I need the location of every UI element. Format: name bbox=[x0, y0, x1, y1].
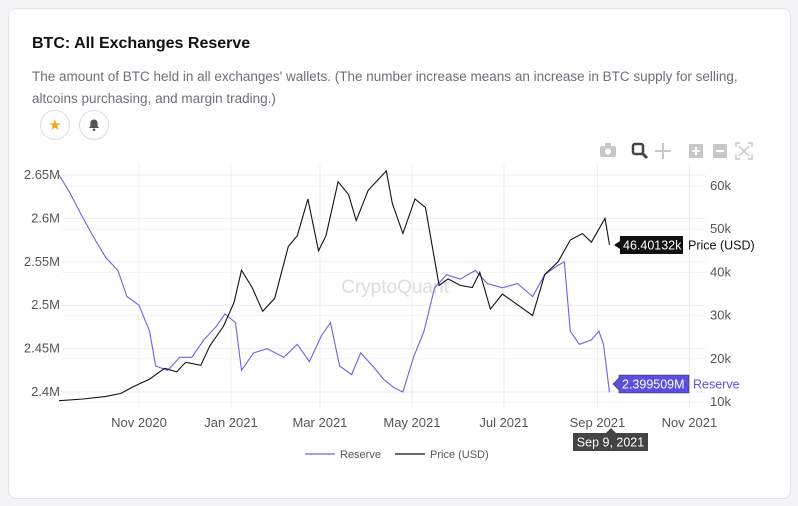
favorite-button[interactable]: ★ bbox=[40, 110, 70, 140]
y-left-tick-label: 2.5M bbox=[31, 297, 60, 312]
y-left-tick-label: 2.65M bbox=[24, 167, 60, 182]
y-right-tick-label: 30k bbox=[710, 308, 731, 323]
x-tick-label: Mar 2021 bbox=[292, 415, 347, 430]
x-tick-label: Jul 2021 bbox=[479, 415, 528, 430]
alert-button[interactable] bbox=[79, 110, 109, 140]
price-value: 46.40132k bbox=[623, 239, 682, 253]
y-left-tick-label: 2.4M bbox=[31, 384, 60, 399]
reserve-name: Reserve bbox=[693, 378, 740, 392]
x-tick-label: Sep 2021 bbox=[570, 415, 626, 430]
zoom-icon[interactable] bbox=[631, 142, 649, 160]
y-right-tick-label: 50k bbox=[710, 221, 731, 236]
chart-description: The amount of BTC held in all exchanges'… bbox=[32, 69, 738, 106]
reserve-value: 2.399509M bbox=[622, 378, 685, 392]
x-tick-label: Nov 2021 bbox=[662, 415, 718, 430]
modebar bbox=[600, 142, 753, 160]
date-value: Sep 9, 2021 bbox=[577, 436, 644, 450]
star-icon: ★ bbox=[48, 117, 62, 134]
legend-item-reserve[interactable]: Reserve bbox=[305, 449, 381, 461]
y-left-tick-label: 2.6M bbox=[31, 210, 60, 225]
legend-item-price[interactable]: Price (USD) bbox=[395, 449, 489, 461]
x-tick-label: Jan 2021 bbox=[204, 415, 258, 430]
legend-label: Reserve bbox=[340, 449, 381, 461]
pan-icon[interactable] bbox=[655, 143, 671, 159]
legend: Reserve Price (USD) bbox=[305, 449, 489, 461]
y-right-tick-label: 10k bbox=[710, 394, 731, 409]
date-tooltip: Sep 9, 2021 bbox=[573, 428, 648, 451]
y-right-tick-label: 60k bbox=[710, 178, 731, 193]
y-right-tick-label: 40k bbox=[710, 264, 731, 279]
watermark: CryptoQuant bbox=[341, 277, 449, 298]
reserve-line bbox=[58, 174, 611, 393]
y-left-tick-label: 2.45M bbox=[24, 341, 60, 356]
autoscale-icon[interactable] bbox=[735, 142, 753, 160]
x-tick-label: Nov 2020 bbox=[111, 415, 167, 430]
zoom-in-icon[interactable] bbox=[689, 144, 703, 158]
camera-icon[interactable] bbox=[600, 143, 616, 157]
x-tick-label: May 2021 bbox=[383, 415, 440, 430]
zoom-out-icon[interactable] bbox=[713, 144, 727, 158]
y-right-tick-label: 20k bbox=[710, 351, 731, 366]
price-tooltip: 46.40132k Price (USD) bbox=[614, 236, 755, 254]
reserve-tooltip: 2.399509M Reserve bbox=[612, 374, 740, 394]
price-line bbox=[59, 169, 611, 402]
price-name: Price (USD) bbox=[688, 239, 755, 253]
y-left-tick-label: 2.55M bbox=[24, 254, 60, 269]
bell-icon bbox=[89, 119, 99, 132]
page-title: BTC: All Exchanges Reserve bbox=[32, 35, 251, 52]
legend-label: Price (USD) bbox=[430, 449, 489, 461]
